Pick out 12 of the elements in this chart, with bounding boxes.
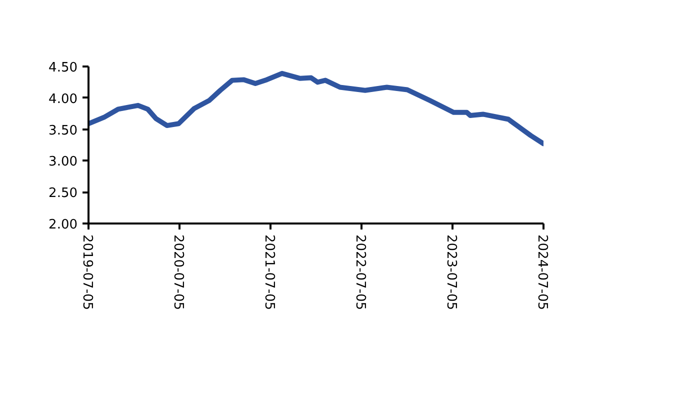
y-tick-label: 3.50 bbox=[48, 123, 78, 138]
y-tick-label: 2.50 bbox=[48, 186, 78, 202]
y-tick-label: 4.50 bbox=[48, 60, 78, 76]
y-tick-label: 3.00 bbox=[48, 154, 78, 170]
x-tick-label: 2021-07-05 bbox=[262, 234, 277, 310]
x-tick-label: 2019-07-05 bbox=[80, 234, 94, 310]
x-tick-label: 2024-07-05 bbox=[534, 234, 550, 310]
x-tick-label: 2022-07-05 bbox=[352, 234, 368, 310]
y-tick-label: 4.00 bbox=[48, 92, 78, 107]
x-tick-label: 2023-07-05 bbox=[443, 234, 458, 310]
x-tick-label: 2020-07-05 bbox=[170, 234, 186, 310]
y-tick-label: 2.00 bbox=[48, 218, 78, 232]
